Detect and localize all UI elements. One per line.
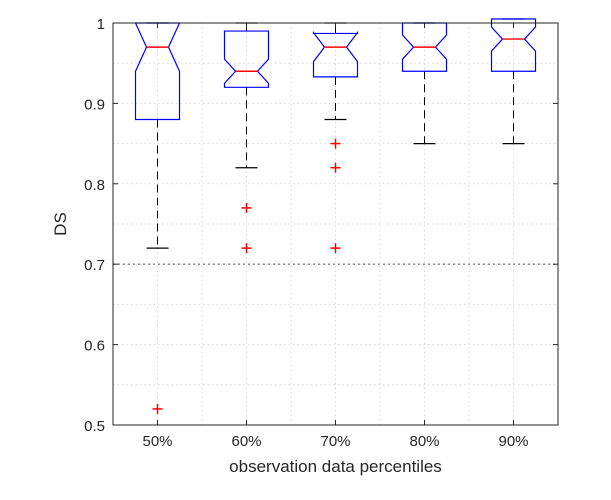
outlier-marker [330,138,341,149]
y-tick-label: 0.7 [84,257,105,274]
notched-box [490,18,537,72]
y-tick-label: 1 [97,16,105,33]
x-tick-label: 50% [142,433,172,450]
outlier-marker [330,243,341,254]
box-group [312,22,359,254]
box-group [223,22,270,254]
box-layer [134,18,537,414]
y-tick-label: 0.6 [84,338,105,355]
x-axis-label: observation data percentiles [229,457,442,476]
box-group [490,18,537,145]
x-tick-label: 70% [320,433,350,450]
notched-box [223,30,270,88]
outlier-marker [241,202,252,213]
outlier-marker [330,162,341,173]
outlier-marker [241,243,252,254]
x-tick-label: 90% [498,433,528,450]
y-tick-label: 0.9 [84,96,105,113]
notched-box [312,30,359,78]
y-tick-label: 0.5 [84,418,105,435]
x-tick-label: 80% [409,433,439,450]
x-tick-label: 60% [231,433,261,450]
tick-layer: 0.5 0.6 0.7 0.8 0.9 1 50% 60% 70% 80% 90% [84,16,558,450]
y-axis-label: DS [51,212,70,236]
y-tick-label: 0.8 [84,177,105,194]
outlier-marker [152,403,163,414]
